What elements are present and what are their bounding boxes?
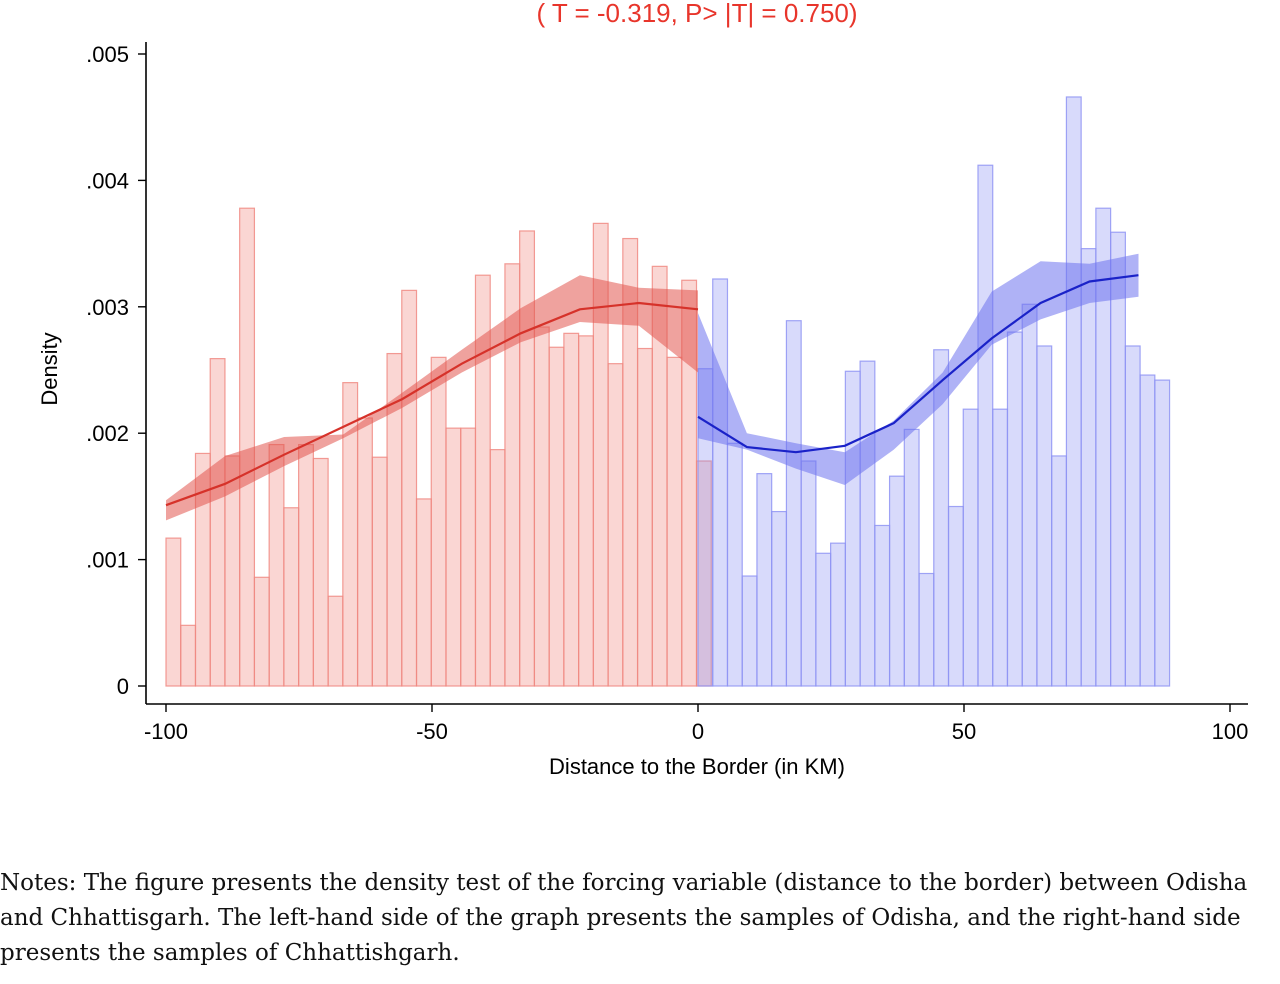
histogram-bar-left xyxy=(401,289,418,687)
y-tick-label: .004 xyxy=(86,168,129,193)
x-tick-label: 100 xyxy=(1212,719,1249,744)
y-axis-label: Density xyxy=(37,332,62,405)
fit-line-right xyxy=(697,274,1139,454)
fit-lines xyxy=(165,253,1139,521)
histogram-bar-left xyxy=(180,624,197,687)
y-tick-label: .005 xyxy=(86,42,129,67)
histogram-bar-left xyxy=(239,207,256,687)
histogram-bar-right xyxy=(1036,345,1053,687)
histogram-bar-left xyxy=(327,595,344,687)
histogram-bar-right xyxy=(962,408,979,687)
histogram-bar-right xyxy=(874,524,891,687)
histogram-bar-right xyxy=(785,320,802,687)
histogram-bar-left xyxy=(253,576,270,687)
histogram-bar-right xyxy=(859,360,876,687)
histogram-bar-right xyxy=(888,475,905,687)
axes: -100 -50 0 50 100 0 .001 .002 .003 .004 .005 xyxy=(86,42,1248,744)
histogram-bar-left xyxy=(460,427,477,687)
x-tick-label: 0 xyxy=(692,719,704,744)
histogram-bar-left xyxy=(548,346,565,687)
histogram-bar-left xyxy=(268,443,285,687)
histogram-bar-left xyxy=(563,332,580,687)
histogram-bar-right xyxy=(1124,345,1141,687)
histogram-bar-right xyxy=(977,164,994,687)
y-tick-label: .002 xyxy=(86,421,129,446)
histogram-bar-left xyxy=(519,230,536,687)
histogram-bar-left xyxy=(415,498,432,687)
histogram-bar-right xyxy=(726,442,743,687)
histogram-bar-left xyxy=(356,417,373,687)
histogram-bar-right xyxy=(1110,231,1126,687)
histogram-bar-right xyxy=(741,575,758,687)
histogram-bar-right xyxy=(712,278,729,687)
figure-notes: Notes: The figure presents the density t… xyxy=(0,870,1248,966)
histogram-bar-right xyxy=(815,552,832,687)
histogram-bar-left xyxy=(430,356,447,687)
x-tick-label: 50 xyxy=(952,719,976,744)
histogram-bar-right xyxy=(1021,303,1038,687)
x-tick-label: -50 xyxy=(416,719,448,744)
y-tick-label: .001 xyxy=(86,548,129,573)
histogram-bar-left xyxy=(489,449,506,687)
chart-title: ( T = -0.319, P> |T| = 0.750) xyxy=(536,0,857,28)
histogram-bar-right xyxy=(771,510,788,687)
histogram-bar-left xyxy=(533,326,550,687)
histogram-bar-right xyxy=(1065,96,1082,687)
histogram-bars xyxy=(165,96,1171,687)
histogram-bar-left xyxy=(636,347,653,687)
histogram-bar-right xyxy=(800,460,817,687)
histogram-bar-left xyxy=(578,335,594,687)
histogram-bar-right xyxy=(918,572,935,687)
x-axis-label: Distance to the Border (in KM) xyxy=(549,754,845,779)
histogram-bar-left xyxy=(666,356,683,687)
histogram-bar-right xyxy=(1051,455,1068,687)
histogram-bar-left xyxy=(209,358,226,687)
histogram-bar-left xyxy=(165,537,182,687)
x-tick-label: -100 xyxy=(144,719,188,744)
histogram-bar-right xyxy=(992,408,1009,687)
density-chart: -100 -50 0 50 100 0 .001 .002 .003 .004 .005 ( T =… xyxy=(37,0,1248,779)
confidence-band-left xyxy=(166,275,698,521)
histogram-bar-right xyxy=(1006,331,1023,687)
histogram-bar-right xyxy=(903,428,920,687)
histogram-bar-right xyxy=(1080,248,1097,687)
histogram-bar-right xyxy=(844,370,861,687)
histogram-bar-left xyxy=(445,427,462,687)
y-tick-label: .003 xyxy=(86,295,129,320)
histogram-bar-right xyxy=(830,542,846,687)
histogram-bar-left xyxy=(371,456,388,687)
histogram-bar-left xyxy=(607,363,624,687)
histogram-bar-left xyxy=(283,507,300,687)
histogram-bar-left xyxy=(312,457,329,687)
histogram-bar-right xyxy=(1154,379,1171,687)
histogram-bar-left xyxy=(298,443,314,687)
histogram-bar-right xyxy=(1139,374,1156,687)
y-tick-label: 0 xyxy=(117,674,129,699)
histogram-bar-right xyxy=(947,505,964,687)
fit-line-left xyxy=(165,301,699,507)
histogram-bar-right xyxy=(756,473,773,687)
